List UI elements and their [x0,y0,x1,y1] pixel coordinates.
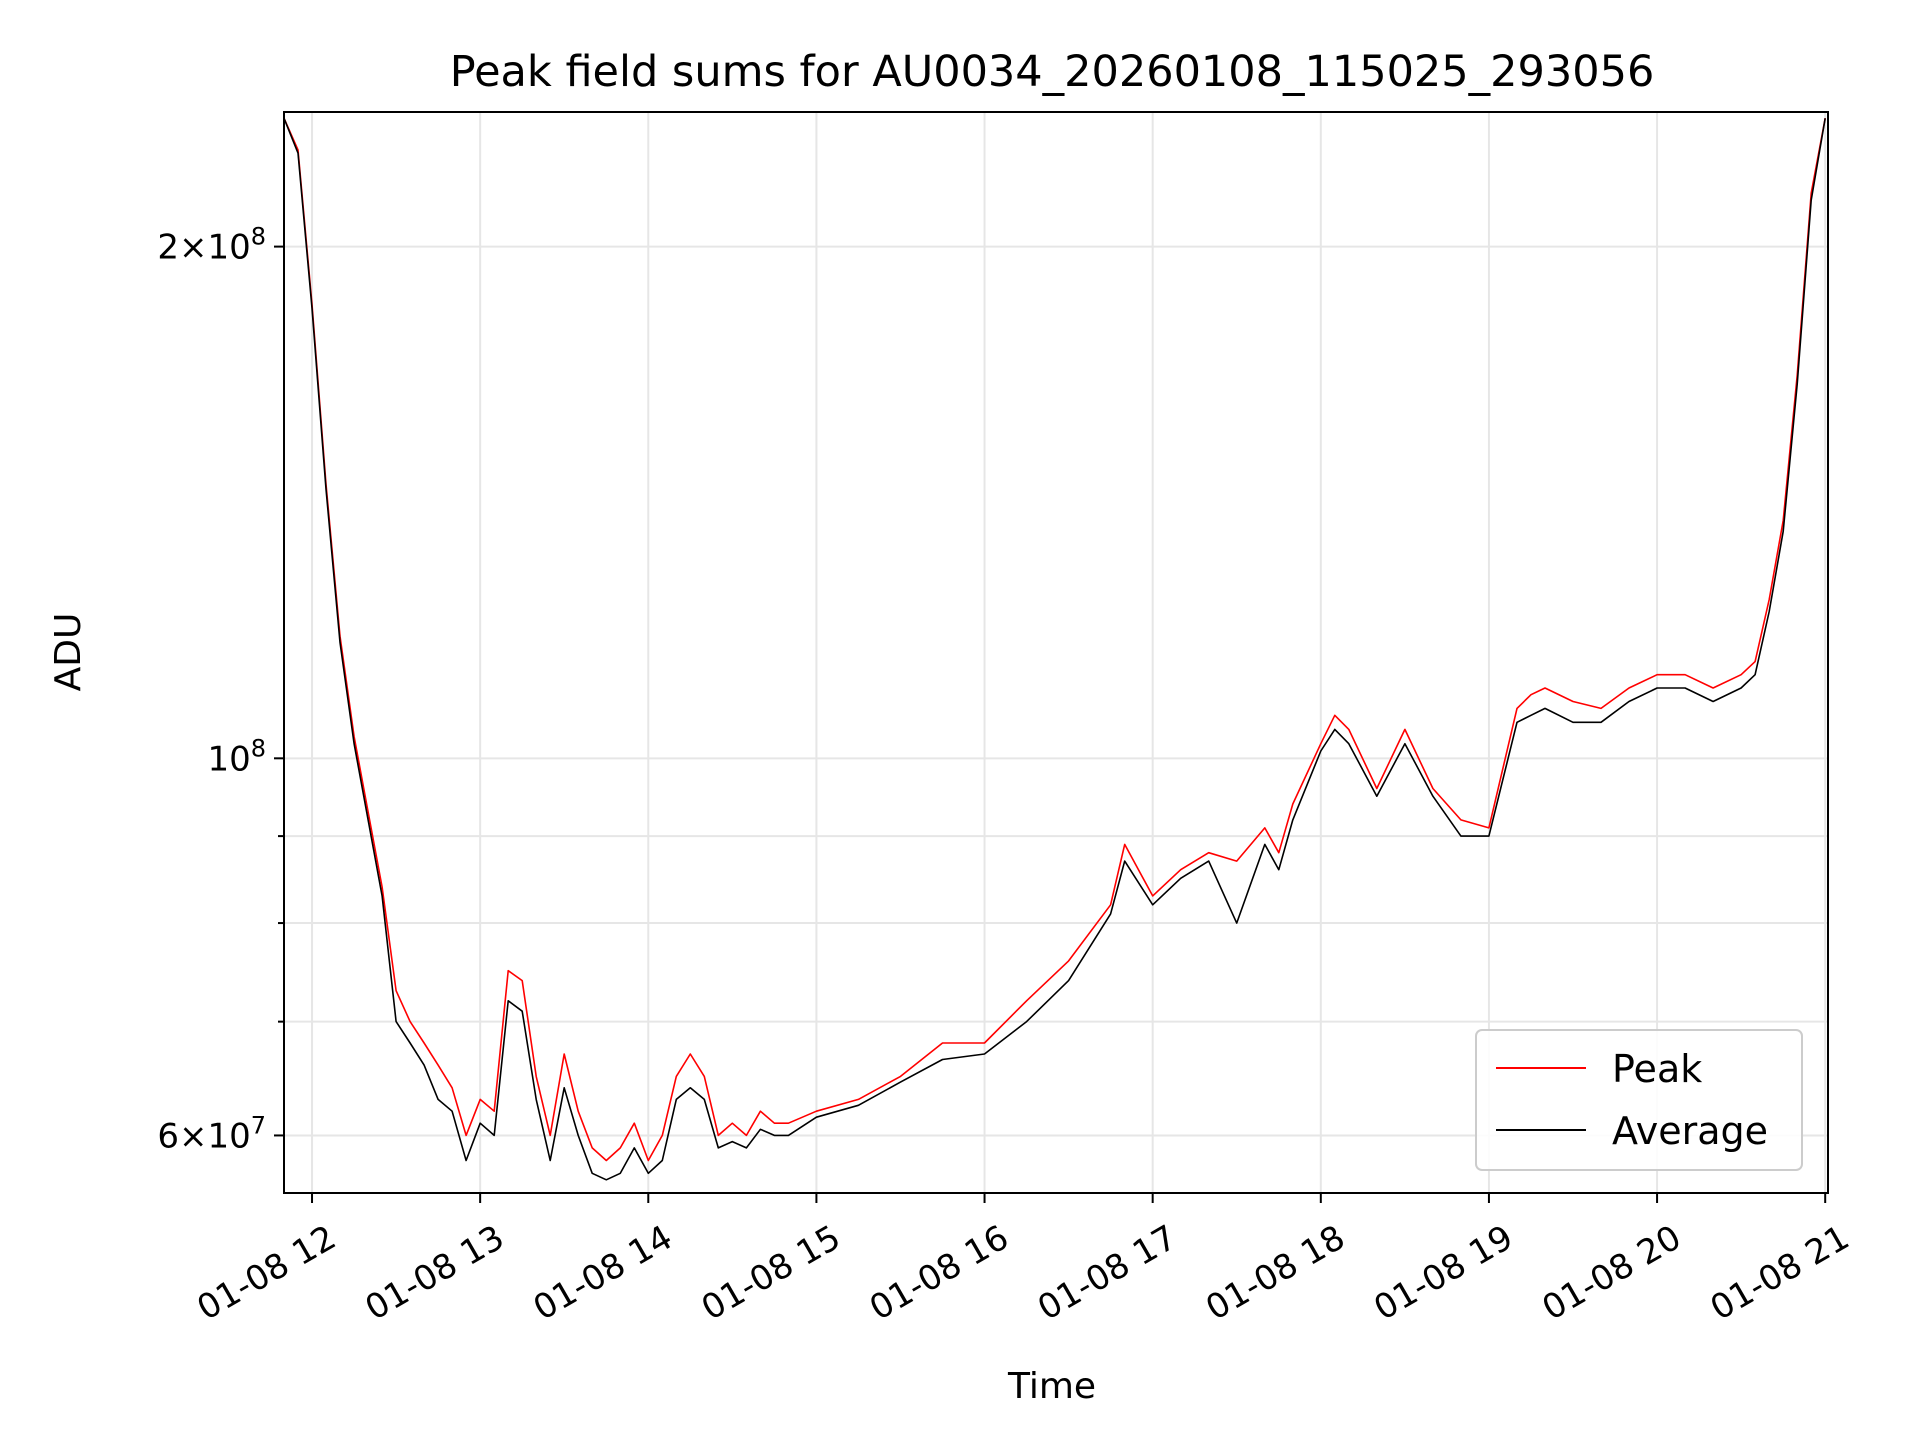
y-tick-label: 6×107 [157,1111,266,1156]
y-tick-label: 2×108 [157,223,266,268]
legend-box [1475,1029,1803,1171]
chart-title: Peak field sums for AU0034_20260108_1150… [450,47,1655,97]
legend-label-average: Average [1612,1109,1768,1153]
series-line-peak [283,117,1826,1162]
plot-frame [283,111,1829,1194]
y-tick-label: 108 [207,734,266,779]
series-line-average [283,117,1826,1181]
legend: Peak Average [1475,1029,1803,1171]
x-axis-label: Time [1007,1366,1096,1407]
y-axis-label: ADU [48,613,89,692]
series-layer [283,117,1826,1181]
legend-label-peak: Peak [1612,1047,1702,1091]
